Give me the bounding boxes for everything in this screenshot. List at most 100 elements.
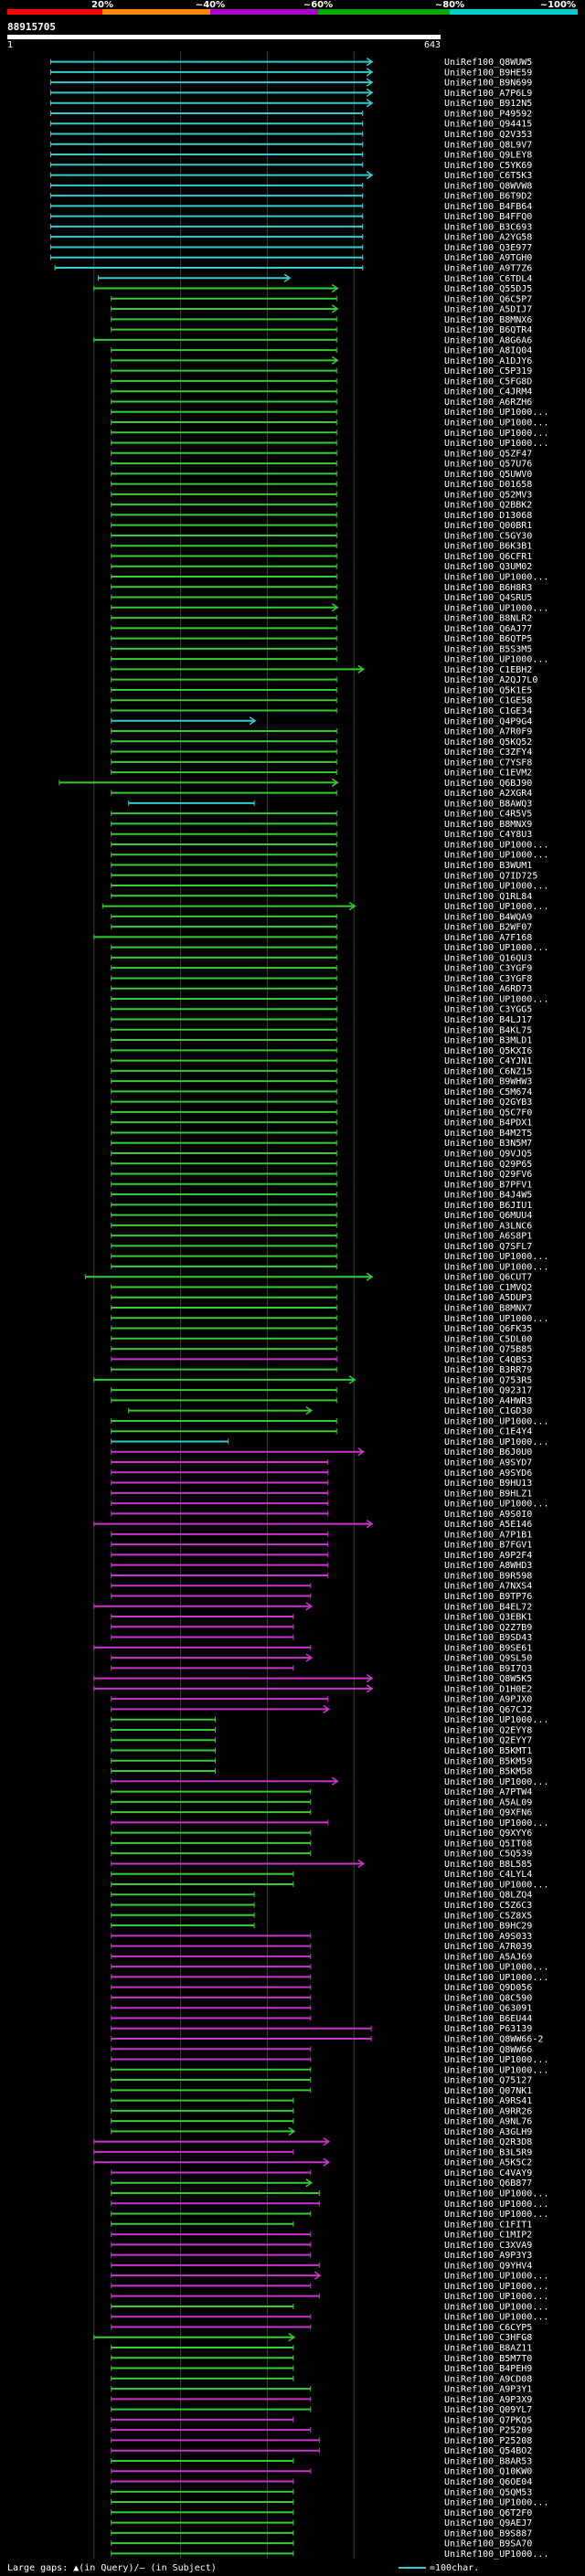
hit-row[interactable]: UniRef100_UP1000... [111,2549,549,2560]
hit-row[interactable]: UniRef100_Q52MV3 [111,490,533,500]
hit-label[interactable]: UniRef100_P49592 [444,109,532,119]
hit-label[interactable]: UniRef100_Q7SFL7 [444,1242,532,1252]
hit-row[interactable]: UniRef100_Q5ZF47 [111,449,533,459]
hit-label[interactable]: UniRef100_UP1000... [444,2302,548,2312]
hit-label[interactable]: UniRef100_P25208 [444,2436,532,2446]
hit-label[interactable]: UniRef100_Q2EYY8 [444,1725,532,1735]
hit-row[interactable]: UniRef100_A3GLH9 [111,2126,533,2137]
hit-label[interactable]: UniRef100_Q3UM02 [444,562,532,572]
hit-label[interactable]: UniRef100_Q8LZQ4 [444,1891,532,1901]
hit-label[interactable]: UniRef100_A9P3Y3 [444,2251,532,2261]
hit-label[interactable]: UniRef100_Q75B85 [444,1345,532,1355]
hit-row[interactable]: UniRef100_B5M7T0 [111,2354,533,2364]
hit-row[interactable]: UniRef100_A6RD73 [111,984,533,994]
hit-row[interactable]: UniRef100_A7PTW4 [111,1787,533,1797]
hit-label[interactable]: UniRef100_A4HWR3 [444,1396,532,1406]
hit-label[interactable]: UniRef100_UP1000... [444,851,548,861]
hit-label[interactable]: UniRef100_UP1000... [444,2313,548,2323]
hit-label[interactable]: UniRef100_C1MVQ2 [444,1283,532,1293]
hit-label[interactable]: UniRef100_C6NZ15 [444,1066,532,1076]
hit-label[interactable]: UniRef100_Q6B877 [444,2178,532,2189]
hit-row[interactable]: UniRef100_C3YGF8 [111,974,533,984]
hit-label[interactable]: UniRef100_UP1000... [444,655,548,665]
hit-row[interactable]: UniRef100_UP1000... [111,2065,549,2075]
hit-label[interactable]: UniRef100_B8AWQ3 [444,799,532,809]
hit-row[interactable]: UniRef100_Q2EYY7 [111,1736,533,1746]
hit-label[interactable]: UniRef100_A7F168 [444,933,532,943]
hit-row[interactable]: UniRef100_Q6CFR1 [111,552,533,562]
hit-label[interactable]: UniRef100_Q63091 [444,2004,532,2014]
hit-row[interactable]: UniRef100_UP1000... [111,573,549,583]
hit-row[interactable]: UniRef100_A9S0I0 [111,1510,533,1520]
hit-label[interactable]: UniRef100_B9SE61 [444,1643,532,1653]
hit-row[interactable]: UniRef100_B5KM58 [111,1767,533,1777]
hit-row[interactable]: UniRef100_A7P1B1 [111,1530,533,1540]
hit-row[interactable]: UniRef100_UP1000... [111,2189,549,2200]
hit-label[interactable]: UniRef100_C6TDL4 [444,274,532,284]
hit-row[interactable]: UniRef100_UP1000... [111,1818,549,1829]
hit-row[interactable]: UniRef100_UP1000... [111,851,549,861]
hit-row[interactable]: UniRef100_A9TGH0 [49,253,532,263]
hit-row[interactable]: UniRef100_A9S033 [111,1932,533,1942]
hit-row[interactable]: UniRef100_A9P2F4 [111,1551,533,1561]
hit-label[interactable]: UniRef100_B9S887 [444,2528,532,2539]
hit-row[interactable]: UniRef100_C1EBH2 [111,664,533,675]
hit-label[interactable]: UniRef100_C6CYP5 [444,2323,532,2333]
hit-row[interactable]: UniRef100_B5KM59 [111,1756,533,1766]
hit-row[interactable]: UniRef100_B7PFV1 [111,1180,533,1190]
hit-row[interactable]: UniRef100_B3N5M7 [111,1139,533,1149]
hit-label[interactable]: UniRef100_C5DL00 [444,1334,532,1344]
hit-label[interactable]: UniRef100_A2YG58 [444,233,532,243]
hit-row[interactable]: UniRef100_Q3UM02 [111,562,533,572]
hit-row[interactable]: UniRef100_D13068 [111,511,533,521]
hit-label[interactable]: UniRef100_A7P1B1 [444,1530,532,1540]
hit-label[interactable]: UniRef100_C5GY30 [444,531,532,541]
hit-label[interactable]: UniRef100_B9SA70 [444,2539,532,2549]
hit-row[interactable]: UniRef100_UP1000... [111,994,549,1004]
hit-label[interactable]: UniRef100_B9N699 [444,79,532,89]
hit-label[interactable]: UniRef100_Q6FK35 [444,1324,532,1334]
hit-label[interactable]: UniRef100_UP1000... [444,1973,548,1983]
hit-row[interactable]: UniRef100_UP1000... [111,1715,549,1725]
hit-label[interactable]: UniRef100_UP1000... [444,603,548,613]
hit-label[interactable]: UniRef100_C1EVM2 [444,769,532,779]
hit-label[interactable]: UniRef100_Q9SL50 [444,1654,532,1664]
hit-row[interactable]: UniRef100_B7FGV1 [111,1541,533,1551]
hit-label[interactable]: UniRef100_B7FGV1 [444,1541,532,1551]
hit-row[interactable]: UniRef100_Q29FV6 [111,1170,533,1180]
hit-row[interactable]: UniRef100_C5GY30 [111,531,533,541]
hit-label[interactable]: UniRef100_UP1000... [444,1880,548,1890]
hit-label[interactable]: UniRef100_B3L5R9 [444,2147,532,2157]
hit-label[interactable]: UniRef100_B2WF07 [444,923,532,933]
hit-row[interactable]: UniRef100_C1MIP2 [111,2231,533,2241]
hit-row[interactable]: UniRef100_UP1000... [111,2210,549,2220]
hit-row[interactable]: UniRef100_UP1000... [111,1262,549,1272]
hit-label[interactable]: UniRef100_B6QTR4 [444,325,532,335]
hit-label[interactable]: UniRef100_A5AL09 [444,1797,532,1807]
hit-label[interactable]: UniRef100_B8L585 [444,1860,532,1870]
hit-row[interactable]: UniRef100_B4LJ17 [111,1015,533,1025]
hit-row[interactable]: UniRef100_B6JIU1 [111,1201,533,1211]
hit-label[interactable]: UniRef100_B8MNX9 [444,820,532,830]
hit-label[interactable]: UniRef100_B4M2T5 [444,1129,532,1139]
hit-row[interactable]: UniRef100_A7R039 [111,1942,533,1952]
hit-label[interactable]: UniRef100_B9WHW3 [444,1077,532,1087]
hit-label[interactable]: UniRef100_C5P319 [444,366,532,376]
hit-label[interactable]: UniRef100_C1E4Y4 [444,1427,532,1437]
hit-label[interactable]: UniRef100_C3XVA9 [444,2241,532,2251]
hit-label[interactable]: UniRef100_Q52MV3 [444,490,532,500]
hit-label[interactable]: UniRef100_Q55DJ5 [444,284,532,294]
hit-label[interactable]: UniRef100_Q9D056 [444,1983,532,1993]
hit-row[interactable]: UniRef100_A2QJ7L0 [111,675,538,685]
hit-label[interactable]: UniRef100_UP1000... [444,2272,548,2282]
hit-label[interactable]: UniRef100_UP1000... [444,2200,548,2210]
hit-label[interactable]: UniRef100_A9P3Y1 [444,2385,532,2395]
hit-row[interactable]: UniRef100_B8NLR2 [111,614,533,624]
hit-row[interactable]: UniRef100_Q57U76 [111,460,533,470]
hit-label[interactable]: UniRef100_Q5KQ52 [444,737,532,747]
hit-label[interactable]: UniRef100_B6H8R3 [444,583,532,593]
hit-label[interactable]: UniRef100_B3WUM1 [444,861,532,871]
hit-row[interactable]: UniRef100_B8MNX6 [111,315,533,325]
hit-label[interactable]: UniRef100_A5DIJ7 [444,305,532,315]
hit-row[interactable]: UniRef100_Q9SL50 [111,1653,533,1664]
